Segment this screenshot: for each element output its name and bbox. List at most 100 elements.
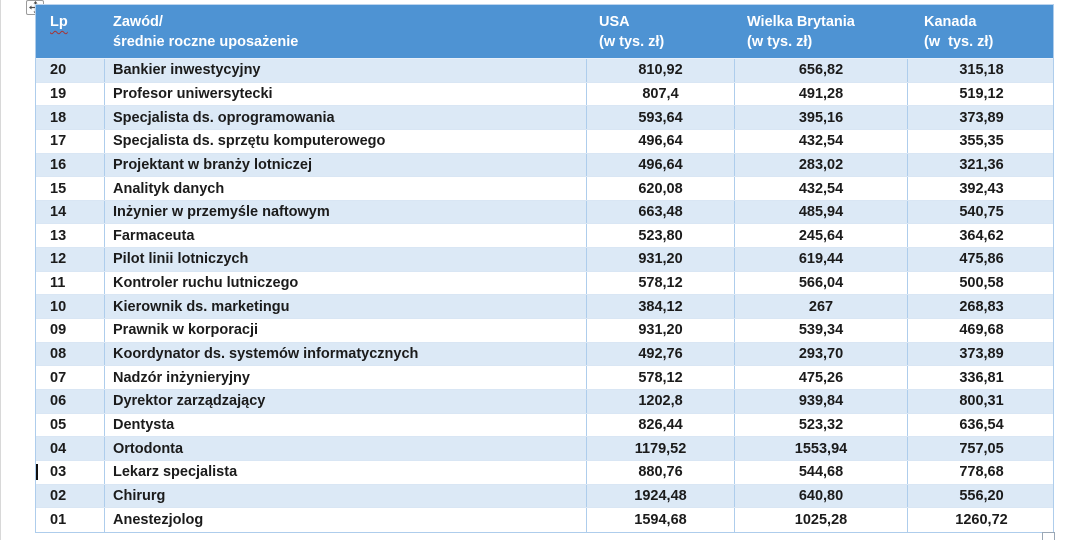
- cell-usa[interactable]: 496,64: [587, 153, 735, 177]
- cell-lp[interactable]: 07: [36, 366, 105, 389]
- cell-job[interactable]: Profesor uniwersytecki: [105, 82, 587, 106]
- cell-lp[interactable]: 06: [36, 389, 105, 413]
- cell-lp[interactable]: 14: [36, 200, 105, 224]
- cell-usa[interactable]: 593,64: [587, 106, 735, 129]
- cell-job[interactable]: Kontroler ruchu lutniczego: [105, 271, 587, 295]
- cell-canada[interactable]: 268,83: [959, 298, 1004, 315]
- cell-canada[interactable]: 540,75: [959, 204, 1004, 221]
- cell-usa[interactable]: 578,12: [587, 366, 735, 389]
- cell-lp[interactable]: 04: [36, 437, 105, 460]
- cell-uk[interactable]: 432,54: [735, 177, 908, 200]
- header-cell-canada[interactable]: Kanada (w tys. zł): [908, 5, 1055, 58]
- cell-job[interactable]: Koordynator ds. systemów informatycznych: [105, 342, 587, 366]
- cell-uk[interactable]: 491,28: [735, 82, 908, 106]
- cell-canada[interactable]: 373,89: [959, 109, 1004, 126]
- cell-lp[interactable]: 02: [36, 484, 105, 508]
- cell-usa[interactable]: 931,20: [587, 248, 735, 271]
- cell-job[interactable]: Dentysta: [105, 413, 587, 437]
- cell-usa[interactable]: 1202,8: [587, 389, 735, 413]
- cell-job[interactable]: Specjalista ds. oprogramowania: [105, 106, 587, 129]
- cell-uk[interactable]: 939,84: [735, 389, 908, 413]
- header-cell-uk[interactable]: Wielka Brytania (w tys. zł): [735, 5, 908, 58]
- cell-usa[interactable]: 496,64: [587, 129, 735, 153]
- cell-usa[interactable]: 620,08: [587, 177, 735, 200]
- cell-canada[interactable]: 519,12: [959, 85, 1004, 102]
- cell-usa[interactable]: 1179,52: [587, 437, 735, 460]
- cell-job[interactable]: Pilot linii lotniczych: [105, 248, 587, 271]
- cell-job[interactable]: Analityk danych: [105, 177, 587, 200]
- cell-canada[interactable]: 757,05: [959, 440, 1004, 457]
- cell-canada[interactable]: 1260,72: [955, 511, 1008, 528]
- cell-lp[interactable]: 09: [36, 319, 105, 342]
- cell-canada[interactable]: 315,18: [959, 62, 1004, 79]
- header-cell-lp[interactable]: Lp: [36, 5, 105, 58]
- cell-usa[interactable]: 492,76: [587, 342, 735, 366]
- cell-usa[interactable]: 1924,48: [587, 484, 735, 508]
- cell-canada[interactable]: 364,62: [959, 227, 1004, 244]
- cell-lp[interactable]: 20: [36, 59, 105, 82]
- cell-uk[interactable]: 395,16: [735, 106, 908, 129]
- cell-canada[interactable]: 475,86: [959, 251, 1004, 268]
- cell-job[interactable]: Anestezjolog: [105, 508, 587, 532]
- cell-usa[interactable]: 384,12: [587, 295, 735, 319]
- cell-lp[interactable]: 15: [36, 177, 105, 200]
- cell-canada[interactable]: 778,68: [959, 464, 1004, 481]
- cell-uk[interactable]: 619,44: [735, 248, 908, 271]
- cell-job[interactable]: Kierownik ds. marketingu: [105, 295, 587, 319]
- cell-job[interactable]: Nadzór inżynieryjny: [105, 366, 587, 389]
- cell-job[interactable]: Prawnik w korporacji: [105, 319, 587, 342]
- cell-job[interactable]: Dyrektor zarządzający: [105, 389, 587, 413]
- cell-lp[interactable]: 05: [36, 413, 105, 437]
- table-resize-handle[interactable]: [1042, 532, 1055, 540]
- cell-job[interactable]: Specjalista ds. sprzętu komputerowego: [105, 129, 587, 153]
- cell-usa[interactable]: 523,80: [587, 224, 735, 248]
- cell-usa[interactable]: 931,20: [587, 319, 735, 342]
- cell-uk[interactable]: 432,54: [735, 129, 908, 153]
- cell-lp[interactable]: 13: [36, 224, 105, 248]
- cell-uk[interactable]: 1025,28: [735, 508, 908, 532]
- cell-canada[interactable]: 469,68: [959, 322, 1004, 339]
- cell-usa[interactable]: 810,92: [587, 59, 735, 82]
- cell-job[interactable]: Ortodonta: [105, 437, 587, 460]
- header-cell-usa[interactable]: USA (w tys. zł): [587, 5, 735, 58]
- cell-canada[interactable]: 800,31: [959, 393, 1004, 410]
- cell-lp[interactable]: 01: [36, 508, 105, 532]
- cell-uk[interactable]: 475,26: [735, 366, 908, 389]
- cell-canada[interactable]: 321,36: [959, 156, 1004, 173]
- cell-lp[interactable]: 17: [36, 129, 105, 153]
- cell-uk[interactable]: 293,70: [735, 342, 908, 366]
- cell-uk[interactable]: 566,04: [735, 271, 908, 295]
- cell-lp[interactable]: 03: [36, 460, 105, 484]
- cell-lp[interactable]: 18: [36, 106, 105, 129]
- cell-uk[interactable]: 245,64: [735, 224, 908, 248]
- cell-uk[interactable]: 656,82: [735, 59, 908, 82]
- cell-uk[interactable]: 523,32: [735, 413, 908, 437]
- header-cell-job[interactable]: Zawód/ średnie roczne uposażenie: [105, 5, 587, 58]
- cell-usa[interactable]: 880,76: [587, 460, 735, 484]
- cell-job[interactable]: Bankier inwestycyjny: [105, 59, 587, 82]
- cell-uk[interactable]: 267: [735, 295, 908, 319]
- cell-uk[interactable]: 1553,94: [735, 437, 908, 460]
- cell-lp[interactable]: 16: [36, 153, 105, 177]
- cell-lp[interactable]: 12: [36, 248, 105, 271]
- cell-uk[interactable]: 283,02: [735, 153, 908, 177]
- cell-job[interactable]: Farmaceuta: [105, 224, 587, 248]
- cell-uk[interactable]: 640,80: [735, 484, 908, 508]
- cell-lp[interactable]: 19: [36, 82, 105, 106]
- cell-uk[interactable]: 485,94: [735, 200, 908, 224]
- cell-canada[interactable]: 373,89: [959, 346, 1004, 362]
- cell-lp[interactable]: 11: [36, 271, 105, 295]
- cell-canada[interactable]: 336,81: [959, 369, 1004, 386]
- cell-canada[interactable]: 556,20: [959, 487, 1004, 504]
- cell-canada[interactable]: 355,35: [959, 133, 1004, 150]
- cell-usa[interactable]: 1594,68: [587, 508, 735, 532]
- cell-job[interactable]: Inżynier w przemyśle naftowym: [105, 200, 587, 224]
- cell-canada[interactable]: 636,54: [959, 416, 1004, 433]
- cell-usa[interactable]: 826,44: [587, 413, 735, 437]
- cell-lp[interactable]: 08: [36, 342, 105, 366]
- cell-job[interactable]: Lekarz specjalista: [105, 460, 587, 484]
- cell-canada[interactable]: 500,58: [959, 275, 1004, 292]
- cell-usa[interactable]: 663,48: [587, 200, 735, 224]
- cell-job[interactable]: Chirurg: [105, 484, 587, 508]
- cell-usa[interactable]: 807,4: [587, 82, 735, 106]
